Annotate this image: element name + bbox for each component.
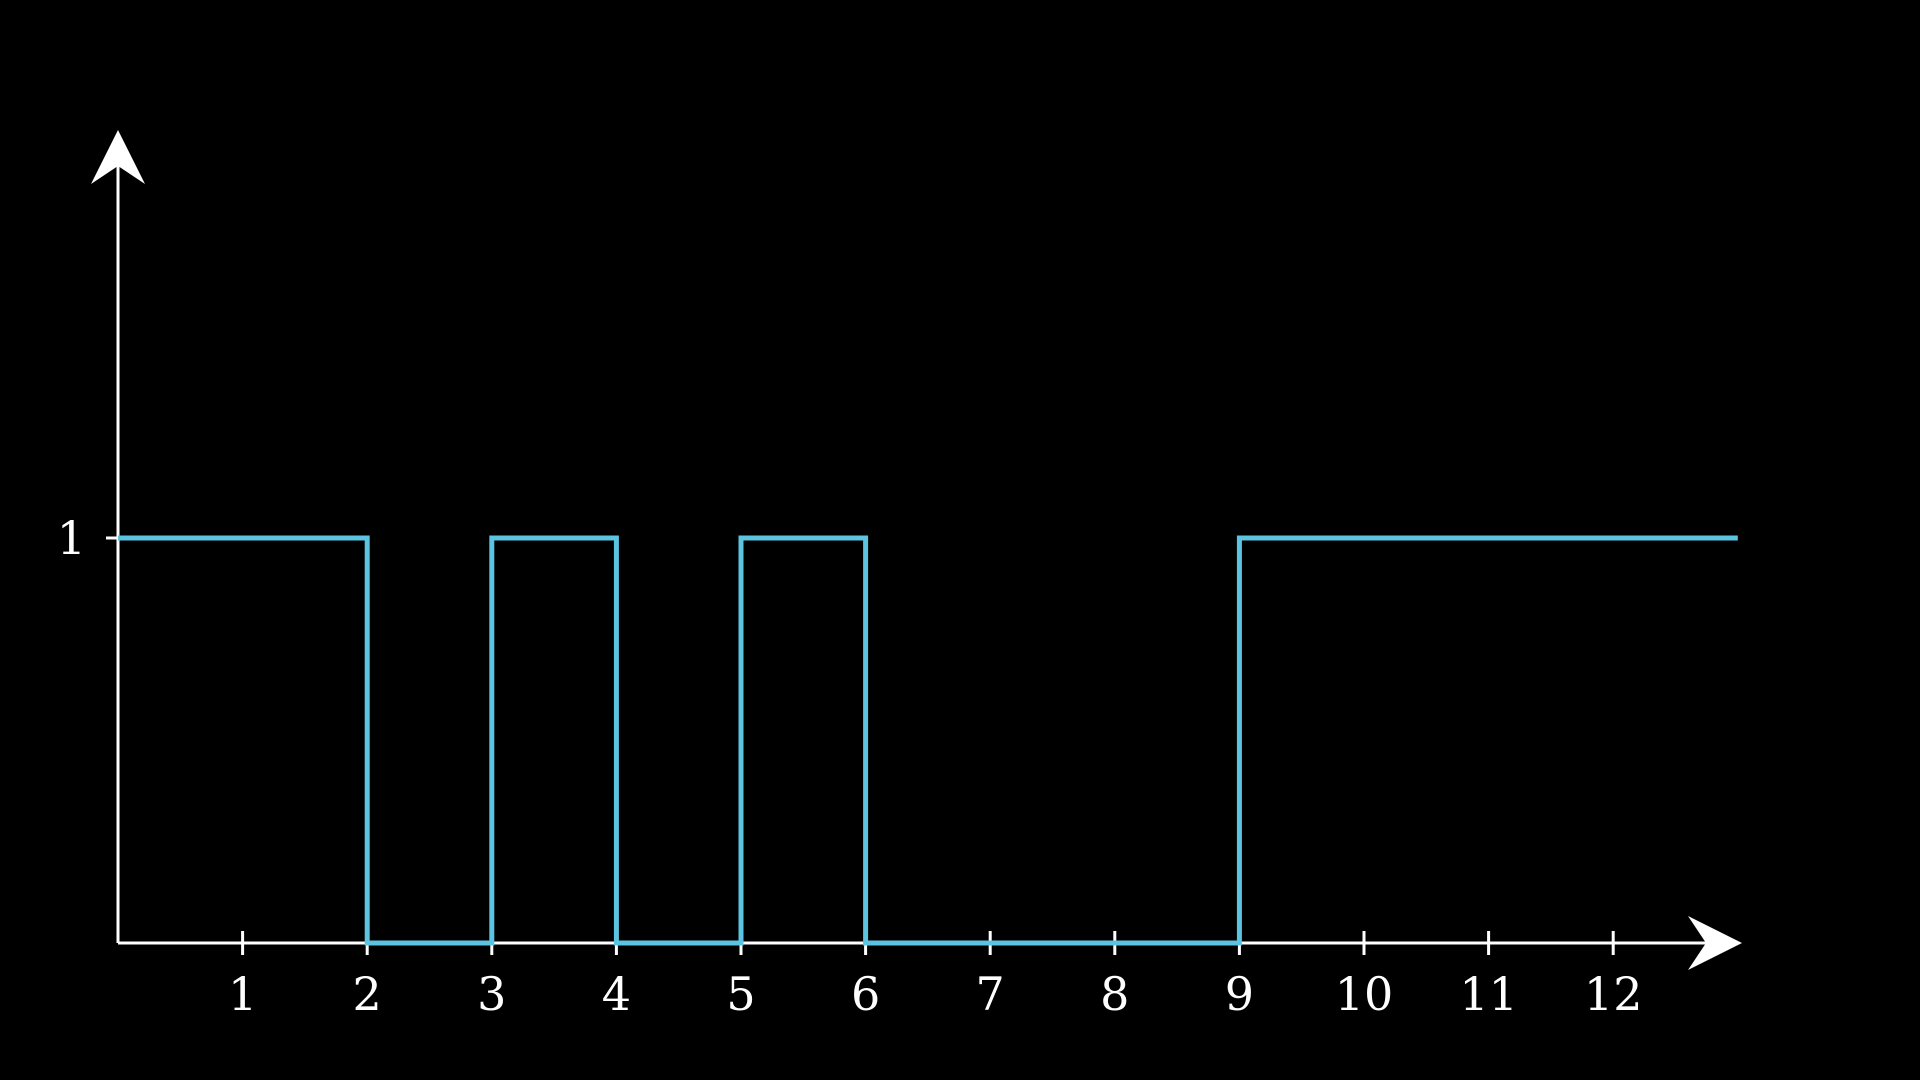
x-tick-label: 2	[353, 967, 382, 1021]
x-tick-label: 4	[602, 967, 631, 1021]
series-layer	[118, 535, 1738, 946]
x-tick-label: 6	[851, 967, 880, 1021]
y-tick-label: 1	[57, 511, 86, 565]
x-tick-label: 7	[976, 967, 1005, 1021]
x-tick-label: 3	[477, 967, 506, 1021]
series-step-line	[118, 535, 1738, 946]
x-tick-label: 8	[1100, 967, 1129, 1021]
x-tick-label: 9	[1225, 967, 1254, 1021]
x-tick-label: 12	[1584, 967, 1643, 1021]
x-tick-label: 10	[1335, 967, 1394, 1021]
x-axis-arrow-icon	[1688, 916, 1742, 970]
axes	[91, 130, 1742, 970]
y-ticks: 1	[57, 511, 130, 565]
x-tick-label: 1	[228, 967, 257, 1021]
y-axis-arrow-icon	[91, 130, 145, 184]
x-tick-label: 5	[726, 967, 755, 1021]
x-tick-label: 11	[1459, 967, 1518, 1021]
